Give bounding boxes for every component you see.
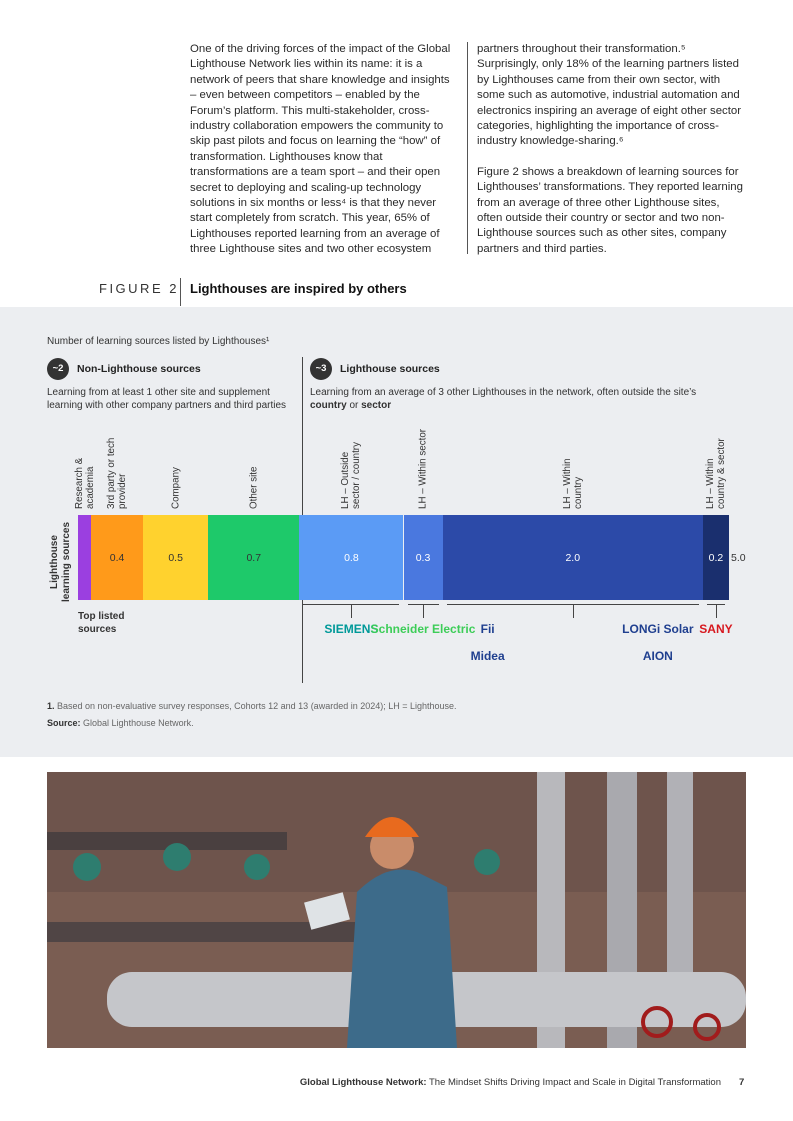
gauge: [244, 854, 270, 880]
bar-segment: [143, 515, 209, 600]
bracket: [446, 604, 699, 605]
logo: SANY: [699, 622, 733, 636]
gauge: [474, 849, 500, 875]
group-description: Learning from an average of 3 other Ligh…: [310, 387, 700, 412]
value-label: 0.2: [708, 552, 724, 564]
category-label: Research & academia: [73, 457, 96, 509]
figure-title: Lighthouses are inspired by others: [190, 281, 407, 296]
page-number: 7: [739, 1077, 745, 1088]
bracket-tick: [351, 604, 353, 618]
category-label: 3rd party or tech provider: [106, 437, 129, 509]
body-right: partners throughout their transformation…: [477, 42, 747, 257]
valve: [641, 1006, 673, 1038]
logo: Fii: [480, 622, 495, 636]
text: country: [310, 399, 347, 411]
group-badge: ~2: [47, 358, 69, 380]
tablet: [304, 892, 350, 930]
pipe: [47, 832, 287, 850]
photo: [47, 772, 746, 1048]
group-badge: ~3: [310, 358, 332, 380]
value-label: 0.3: [415, 552, 431, 564]
chart-subtitle: Number of learning sources listed by Lig…: [47, 336, 270, 347]
total-label: 5.0: [731, 552, 746, 564]
paragraph: partners throughout their transformation…: [477, 43, 742, 148]
logo: Midea: [470, 649, 505, 663]
group-description: Learning from at least 1 other site and …: [47, 387, 287, 411]
footnote: 1. Based on non-evaluative survey respon…: [47, 701, 457, 711]
category-label: Company: [170, 467, 182, 509]
value-label: 0.7: [246, 552, 262, 564]
column-rule: [467, 42, 468, 254]
source-text: Global Lighthouse Network.: [83, 718, 194, 728]
bar-segment: [91, 515, 144, 600]
logo: Schneider Electric: [370, 622, 476, 636]
value-label: 0.4: [109, 552, 125, 564]
bar-segment: [403, 515, 443, 600]
top-sources-label: Top listed sources: [78, 611, 125, 635]
figure-label: FIGURE 2: [99, 281, 179, 296]
logo: LONGi Solar: [622, 622, 694, 636]
source-label: Source:: [47, 718, 81, 728]
bracket-tick: [715, 604, 717, 618]
figure-rule: [180, 278, 181, 306]
footer: Global Lighthouse Network: The Mindset S…: [300, 1077, 721, 1088]
gauge: [163, 843, 191, 871]
valve: [693, 1013, 721, 1041]
bar-segment: [208, 515, 300, 600]
bracket-tick: [423, 604, 425, 618]
logo: AION: [642, 649, 673, 663]
worker: [347, 869, 457, 1048]
value-label: 0.5: [168, 552, 183, 564]
group-title: Lighthouse sources: [340, 363, 440, 375]
category-label: Other site: [248, 466, 260, 509]
footer-title: Global Lighthouse Network:: [299, 1077, 427, 1088]
category-label: LH – Within sector: [417, 428, 429, 509]
chart: Research & academia 0.4 3rd party or tech …: [73, 428, 746, 663]
photo-art: [47, 772, 746, 1048]
group-title: Non-Lighthouse sources: [77, 363, 201, 375]
bar-segment: [442, 515, 703, 600]
bar-segment: [702, 515, 729, 600]
text: Learning from an average of 3 other Ligh…: [310, 387, 697, 398]
bar-segment: [78, 515, 92, 600]
source: Source: Global Lighthouse Network.: [47, 718, 194, 728]
paragraph: Figure 2 shows a breakdown of learning s…: [477, 165, 743, 255]
logo: SIEMENS: [324, 622, 379, 636]
value-label: 0.8: [344, 552, 359, 564]
category-label: LH – Within country: [561, 458, 584, 509]
hard-hat: [365, 817, 419, 837]
footer-subtitle: The Mindset Shifts Driving Impact and Sc…: [429, 1077, 721, 1088]
gauge: [73, 853, 101, 881]
pipe: [667, 772, 693, 972]
bracket-tick: [572, 604, 574, 618]
bar-segment: [299, 515, 404, 600]
body-left: One of the driving forces of the impact …: [190, 43, 451, 256]
footnote-text: Based on non-evaluative survey responses…: [57, 701, 457, 711]
text: or: [346, 399, 362, 411]
pipe: [47, 922, 377, 942]
text: sector: [361, 399, 392, 411]
footnote-number: 1.: [47, 701, 55, 711]
category-label: LH – Outside sector / country: [340, 442, 363, 509]
value-label: 2.0: [565, 552, 581, 564]
category-label: LH – Within country & sector: [704, 438, 727, 509]
